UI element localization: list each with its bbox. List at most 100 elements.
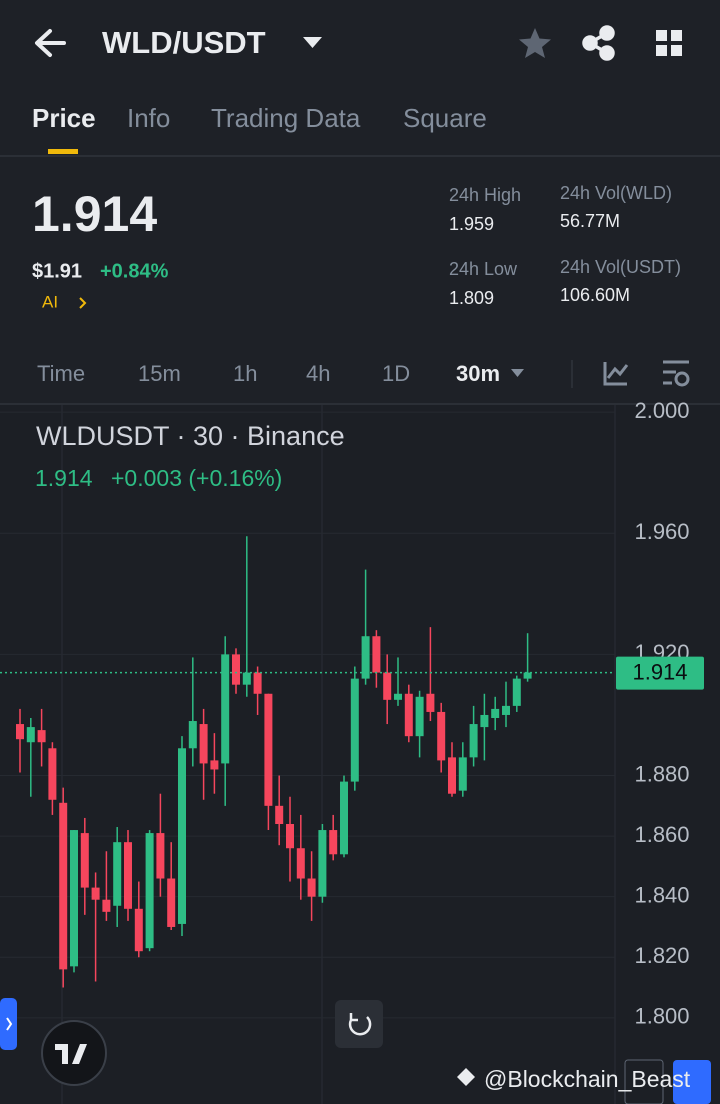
candle-body — [286, 824, 294, 849]
share-icon[interactable] — [582, 25, 615, 61]
candle-body — [404, 693, 413, 737]
tab-indicator — [48, 149, 78, 154]
zoom-button[interactable] — [624, 1059, 664, 1104]
legend-change: +0.003 (+0.16%) — [111, 465, 282, 491]
candle-body — [59, 802, 68, 970]
stat-label: 24h Vol(USDT) — [560, 257, 681, 277]
settings-icon[interactable] — [663, 360, 690, 387]
candle-body — [480, 714, 489, 728]
ai-link[interactable]: AI — [42, 292, 58, 311]
stat-value: 1.809 — [449, 288, 494, 308]
last-price-tag — [616, 656, 704, 690]
candle-body — [502, 705, 510, 715]
candle-body — [350, 678, 359, 782]
legend-close: 1.914 — [35, 465, 93, 491]
candle-body — [512, 678, 521, 706]
interval[interactable]: 15m — [138, 361, 181, 386]
candle-body — [70, 830, 78, 967]
stat-value: 56.77M — [560, 211, 620, 231]
interval-dropdown[interactable] — [511, 369, 524, 377]
candle-body — [458, 757, 467, 791]
candle-body — [394, 693, 402, 700]
candle-body — [296, 848, 305, 879]
pair-dropdown[interactable] — [303, 37, 322, 48]
stat-value: 106.60M — [560, 285, 630, 305]
reset-icon — [348, 1013, 372, 1036]
chart-area — [0, 405, 720, 1104]
candle-body — [156, 833, 165, 879]
candle-body — [264, 693, 273, 806]
candle-body — [221, 654, 230, 764]
stat-value: 1.959 — [449, 214, 494, 234]
auto-button[interactable] — [673, 1060, 711, 1104]
menu-icon[interactable] — [656, 30, 682, 56]
usd-price: $1.91 — [32, 260, 82, 282]
tab[interactable]: Trading Data — [211, 103, 361, 133]
candle-body — [361, 636, 370, 679]
candle-body — [102, 899, 111, 912]
candle-body — [372, 636, 381, 673]
y-tick-label: 1.960 — [634, 519, 689, 544]
candle-body — [523, 672, 532, 679]
reset-button[interactable] — [335, 1000, 383, 1048]
candle-body — [145, 833, 154, 949]
side-handle[interactable] — [0, 998, 17, 1050]
y-tick-label: 1.880 — [634, 761, 689, 786]
candle-body — [178, 748, 186, 924]
ai-arrow — [79, 297, 87, 309]
last-price: 1.914 — [32, 186, 157, 242]
y-tick-label: 1.820 — [634, 943, 689, 968]
candle-body — [448, 757, 456, 794]
candle-body — [307, 878, 316, 897]
candle-body — [426, 693, 435, 712]
indicator-icon[interactable] — [603, 362, 629, 386]
candle-body — [188, 721, 197, 749]
interval[interactable]: 4h — [306, 361, 330, 386]
favorite-icon[interactable] — [519, 28, 551, 58]
y-tick-label: 1.860 — [634, 822, 689, 847]
candle-body — [37, 730, 46, 743]
y-tick-label: 1.800 — [634, 1004, 689, 1029]
tv-logo[interactable] — [41, 1020, 107, 1086]
candle-body — [232, 654, 240, 685]
candle-body — [491, 708, 500, 718]
candle-body — [48, 748, 57, 800]
interval-selected[interactable]: 30m — [456, 361, 500, 386]
back-button[interactable] — [35, 29, 66, 57]
pair-title[interactable]: WLD/USDT — [102, 25, 266, 60]
stat-label: 24h High — [449, 185, 521, 205]
candle-body — [383, 672, 392, 700]
candle-body — [253, 672, 262, 694]
candles — [16, 536, 532, 988]
candle-body — [16, 724, 24, 740]
tab[interactable]: Price — [32, 103, 96, 133]
candle-body — [437, 711, 446, 761]
interval[interactable]: Time — [37, 361, 85, 386]
candle-body — [242, 672, 251, 685]
price-change: +0.84% — [100, 260, 169, 282]
stat-label: 24h Low — [449, 259, 518, 279]
tv-logo-mark — [55, 1044, 87, 1064]
stat-label: 24h Vol(WLD) — [560, 183, 672, 203]
candle-body — [26, 727, 35, 743]
candle-body — [210, 760, 219, 770]
y-tick-label: 1.840 — [634, 882, 689, 907]
candle-body — [91, 887, 100, 900]
candle-body — [469, 724, 478, 758]
candle-body — [113, 842, 122, 906]
watermark-icon — [457, 1068, 475, 1086]
interval[interactable]: 1D — [382, 361, 410, 386]
candle-body — [199, 724, 208, 764]
tab[interactable]: Square — [403, 103, 487, 133]
watermark: @Blockchain_Beast — [484, 1066, 691, 1092]
side-handle-arrow — [6, 1017, 13, 1031]
candle-body — [318, 830, 327, 897]
tab[interactable]: Info — [127, 103, 170, 133]
candle-body — [167, 878, 176, 927]
interval[interactable]: 1h — [233, 361, 257, 386]
chart-title: WLDUSDT · 30 · Binance — [36, 421, 345, 451]
candle-body — [124, 842, 132, 909]
